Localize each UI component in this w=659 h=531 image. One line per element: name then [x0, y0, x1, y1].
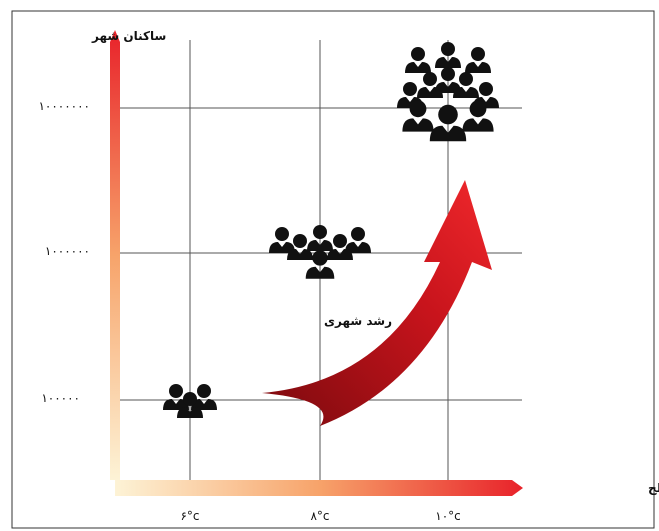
x-axis-label: افزایش دمای سطح [648, 481, 659, 495]
y-tick-label: ۱۰۰۰۰۰ [41, 391, 80, 405]
x-tick-label: ۱۰°c [435, 509, 461, 523]
y-tick-label: ۱۰۰۰۰۰۰۰ [38, 99, 90, 113]
x-tick-label: ۸°c [310, 509, 329, 523]
frame [11, 10, 655, 529]
x-tick-label: ۶°c [180, 509, 199, 523]
growth-arrow [262, 180, 492, 426]
y-axis-label: ساکنان شهر [91, 29, 166, 43]
x-axis [115, 480, 523, 496]
y-tick-label: ۱۰۰۰۰۰۰ [45, 244, 90, 258]
arrow-label: رشد شهری [324, 314, 392, 328]
y-axis [110, 30, 120, 480]
